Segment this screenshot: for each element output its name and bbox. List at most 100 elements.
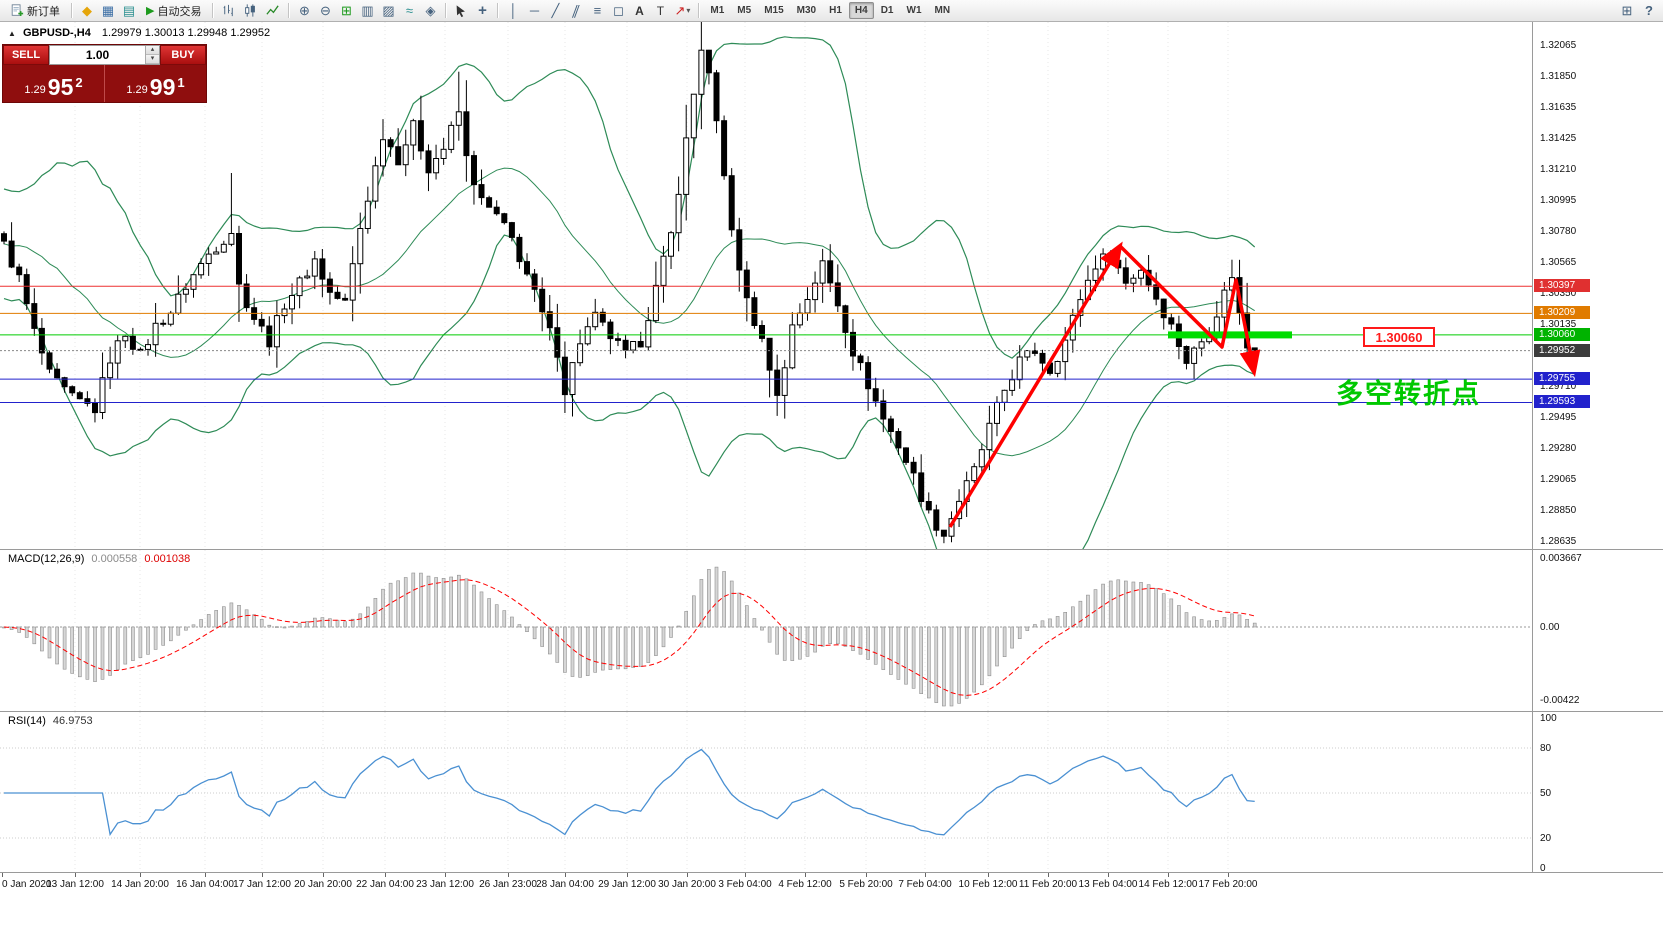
time-label: 29 Jan 12:00	[598, 879, 656, 890]
time-label: 20 Jan 20:00	[294, 879, 352, 890]
price-level-label[interactable]: 1.30060	[1363, 327, 1435, 347]
price-tick: 1.32065	[1540, 40, 1577, 51]
toolbar-separator	[71, 3, 72, 18]
tf-mn[interactable]: MN	[934, 5, 951, 16]
tf-h4[interactable]: H4	[848, 2, 874, 19]
time-label: 14 Feb 12:00	[1138, 879, 1198, 890]
arrow-tool-icon: ↗	[674, 2, 686, 18]
lot-increase-button[interactable]: ▴	[146, 46, 159, 55]
time-tick	[925, 873, 926, 877]
price-scale[interactable]: 0.003667 0.00 -0.00422 100 80 50 20 0 1.…	[1532, 22, 1663, 874]
rsi-header: RSI(14) 46.9753	[8, 715, 93, 727]
text-icon[interactable]: A	[635, 3, 644, 18]
price-tick: 1.31850	[1540, 71, 1577, 82]
profiles-icon[interactable]: ▥	[361, 2, 374, 18]
shapes-icon[interactable]: ◻	[613, 2, 624, 18]
chart-title: ▲ GBPUSD-,H4 1.29979 1.30013 1.29948 1.2…	[8, 27, 270, 39]
panel-splitter[interactable]	[0, 872, 1663, 873]
new-window-icon[interactable]: ⊞	[1621, 2, 1633, 18]
zoom-out-icon[interactable]: ⊖	[320, 2, 331, 18]
arrow-tool-button[interactable]: ↗ ▾	[671, 1, 693, 21]
objects-icon[interactable]: ◈	[425, 2, 436, 18]
rsi-panel[interactable]	[0, 712, 1532, 872]
price-badge: 1.29952	[1534, 344, 1590, 357]
line-chart-icon[interactable]	[262, 1, 283, 21]
lot-size-input[interactable]	[50, 46, 145, 64]
time-tick	[385, 873, 386, 877]
time-label: 22 Jan 04:00	[356, 879, 414, 890]
sell-price-button[interactable]: 1.29 95 2	[3, 65, 104, 102]
rsi-label: RSI(14)	[8, 715, 46, 727]
tf-d1[interactable]: D1	[880, 5, 894, 16]
time-label: 26 Jan 23:00	[479, 879, 537, 890]
label-icon[interactable]: T	[656, 3, 665, 18]
rsi-scale-50: 50	[1540, 788, 1552, 799]
cursor-icon[interactable]	[451, 1, 471, 21]
time-tick	[805, 873, 806, 877]
price-badge: 1.30397	[1534, 279, 1590, 292]
help-icon[interactable]: ?	[1645, 3, 1653, 18]
time-label: 30 Jan 20:00	[658, 879, 716, 890]
toolbar-separator	[288, 3, 290, 18]
rsi-value: 46.9753	[52, 715, 93, 727]
buy-button[interactable]: BUY	[160, 45, 206, 65]
buy-price-small: 1.29	[126, 84, 148, 96]
panel-splitter[interactable]	[0, 549, 1663, 550]
macd-panel[interactable]	[0, 550, 1532, 711]
trend-arrow-2[interactable]	[1118, 244, 1261, 378]
macd-header: MACD(12,26,9) 0.000558 0.001038	[8, 553, 190, 565]
price-badge: 1.29755	[1534, 372, 1590, 385]
one-click-trading-panel: SELL ▴ ▾ BUY 1.29 95 2 1.29 99 1	[2, 44, 207, 103]
main-chart[interactable]	[0, 22, 1532, 549]
time-label: 5 Feb 20:00	[839, 879, 893, 890]
candles-layer	[1, 22, 1258, 544]
vertical-line-icon[interactable]: │	[509, 3, 518, 18]
fibonacci-icon[interactable]: ≡	[593, 3, 602, 18]
time-label: 17 Feb 20:00	[1198, 879, 1258, 890]
trendline-icon[interactable]: ╱	[551, 2, 560, 18]
tf-m15[interactable]: M15	[764, 5, 784, 16]
time-label: 0 Jan 2020	[2, 879, 52, 890]
price-badge: 1.29593	[1534, 395, 1590, 408]
new-chart-icon[interactable]: ⊞	[341, 2, 352, 18]
support-highlight-segment[interactable]	[1168, 331, 1292, 339]
buy-price-button[interactable]: 1.29 99 1	[104, 65, 206, 102]
horizontal-line-icon[interactable]: ─	[529, 3, 540, 18]
time-tick	[205, 873, 206, 877]
indicators-icon[interactable]: ≈	[405, 3, 414, 18]
market-watch-icon[interactable]: ▦	[101, 2, 115, 18]
autotrading-button[interactable]: ▶ 自动交易	[140, 1, 207, 21]
panel-splitter[interactable]	[0, 711, 1663, 712]
channel-icon[interactable]: ∥	[570, 2, 583, 18]
new-order-button[interactable]: 新订单	[4, 1, 66, 21]
tf-h1[interactable]: H1	[829, 5, 842, 16]
time-axis[interactable]: 0 Jan 2020 13 Jan 12:00 14 Jan 20:00 16 Jan…	[0, 873, 1663, 897]
time-label: 13 Feb 04:00	[1078, 879, 1138, 890]
crosshair-icon[interactable]: +	[478, 2, 487, 19]
macd-histogram	[2, 566, 1257, 707]
tf-w1[interactable]: W1	[906, 5, 922, 16]
templates-icon[interactable]: ▨	[382, 2, 395, 18]
bar-chart-icon[interactable]	[218, 1, 239, 21]
time-tick	[1168, 873, 1169, 877]
zoom-in-icon[interactable]: ⊕	[299, 2, 310, 18]
data-window-icon[interactable]: ▤	[122, 2, 136, 18]
time-label: 13 Jan 12:00	[46, 879, 104, 890]
collapse-panel-icon[interactable]: ▲	[8, 29, 16, 38]
candlestick-chart-icon[interactable]	[240, 1, 261, 21]
sell-button[interactable]: SELL	[3, 45, 49, 65]
time-tick	[323, 873, 324, 877]
metaeditor-icon[interactable]: ◆	[82, 2, 92, 18]
chart-ohlc-values: 1.29979 1.30013 1.29948 1.29952	[101, 27, 271, 39]
lot-decrease-button[interactable]: ▾	[146, 55, 159, 64]
tf-m1[interactable]: M1	[710, 5, 725, 16]
tf-m5[interactable]: M5	[737, 5, 752, 16]
price-tick: 1.30350	[1540, 288, 1577, 299]
macd-scale-bottom: -0.00422	[1540, 695, 1580, 706]
bollinger-lower-band	[3, 234, 1255, 549]
trend-arrow-1[interactable]	[948, 241, 1123, 528]
tf-m30[interactable]: M30	[796, 5, 817, 16]
toolbar: 新订单 ◆ ▦ ▤ ▶ 自动交易 ⊕ ⊖ ⊞ ▥ ▨ ≈ ◈ + │ ─ ╱ ∥…	[0, 0, 1663, 22]
time-label: 28 Jan 04:00	[536, 879, 594, 890]
macd-label: MACD(12,26,9)	[8, 553, 85, 565]
